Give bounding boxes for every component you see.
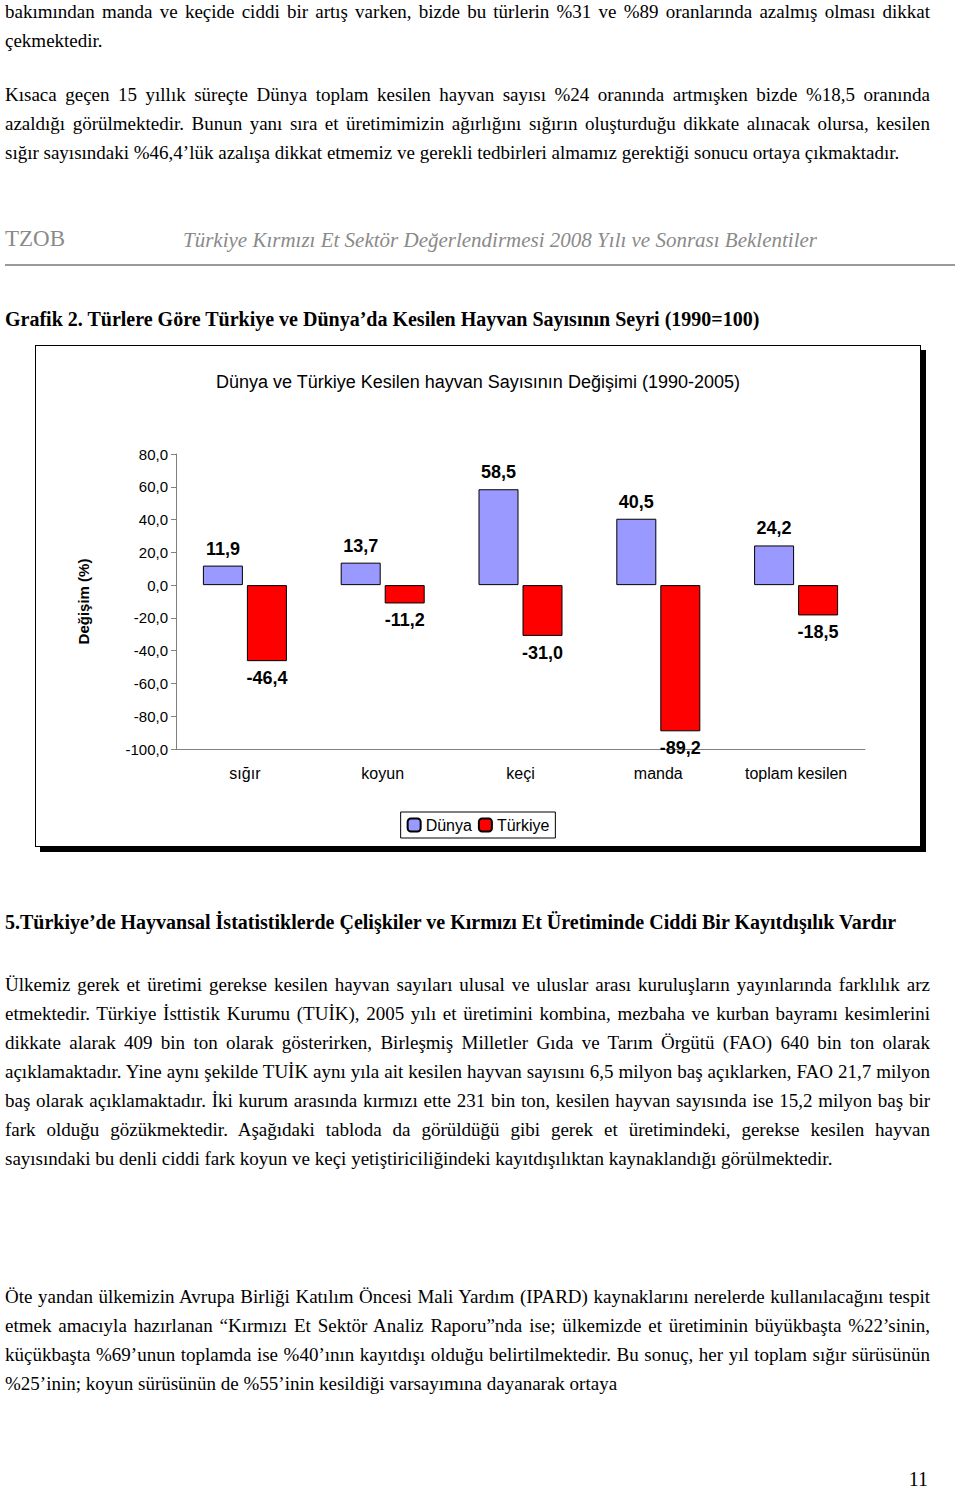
svg-text:40,0: 40,0 xyxy=(139,511,168,528)
svg-text:0,0: 0,0 xyxy=(147,577,168,594)
html-text:Türkiye Kırmızı Et Sektör Değe: Türkiye Kırmızı Et Sektör Değerlendirmes… xyxy=(183,228,817,252)
svg-text:11,9: 11,9 xyxy=(206,539,240,559)
svg-text:-100,0: -100,0 xyxy=(125,741,168,758)
svg-text:Dünya: Dünya xyxy=(426,817,472,834)
html-text:Grafik 2. Türlere Göre Türkiye: Grafik 2. Türlere Göre Türkiye ve Dünya’… xyxy=(5,308,760,330)
html-text:TZOB: TZOB xyxy=(5,226,66,251)
svg-text:Dünya ve Türkiye Kesilen hayva: Dünya ve Türkiye Kesilen hayvan Sayısını… xyxy=(216,372,740,392)
svg-text:Değişim (%): Değişim (%) xyxy=(75,559,92,645)
svg-text:40,5: 40,5 xyxy=(619,492,654,512)
html-text:11: 11 xyxy=(908,1468,928,1490)
html-text:Kısaca geçen 15 yıllık süreçte: Kısaca geçen 15 yıllık süreçte Dünya top… xyxy=(5,84,930,163)
svg-text:-40,0: -40,0 xyxy=(134,642,168,659)
svg-text:-31,0: -31,0 xyxy=(522,643,563,663)
svg-text:toplam kesilen: toplam kesilen xyxy=(745,765,847,782)
svg-text:58,5: 58,5 xyxy=(481,462,516,482)
svg-text:-46,4: -46,4 xyxy=(246,668,287,688)
svg-text:Türkiye: Türkiye xyxy=(497,817,550,834)
svg-text:-80,0: -80,0 xyxy=(134,708,168,725)
svg-text:-20,0: -20,0 xyxy=(134,609,168,626)
svg-text:-11,2: -11,2 xyxy=(385,610,425,630)
svg-text:keçi: keçi xyxy=(506,765,534,782)
html-text:Öte yandan ülkemizin Avrupa Bi: Öte yandan ülkemizin Avrupa Birliği Katı… xyxy=(5,1286,930,1394)
svg-text:20,0: 20,0 xyxy=(139,544,168,561)
svg-text:-60,0: -60,0 xyxy=(134,675,168,692)
svg-text:13,7: 13,7 xyxy=(343,536,378,556)
svg-text:sığır: sığır xyxy=(229,765,261,782)
svg-text:60,0: 60,0 xyxy=(139,478,168,495)
html-text:Ülkemiz gerek et üretimi gerek: Ülkemiz gerek et üretimi gerekse kesilen… xyxy=(5,974,930,1169)
svg-text:koyun: koyun xyxy=(361,765,404,782)
html-text:5.Türkiye’de Hayvansal İstatis: 5.Türkiye’de Hayvansal İstatistiklerde Ç… xyxy=(5,911,897,933)
svg-text:manda: manda xyxy=(634,765,683,782)
html-text:bakımından manda ve keçide cid: bakımından manda ve keçide ciddi bir art… xyxy=(5,1,930,51)
svg-text:80,0: 80,0 xyxy=(139,446,168,463)
svg-text:-18,5: -18,5 xyxy=(798,622,839,642)
svg-text:24,2: 24,2 xyxy=(757,518,792,538)
svg-text:-89,2: -89,2 xyxy=(660,738,701,758)
